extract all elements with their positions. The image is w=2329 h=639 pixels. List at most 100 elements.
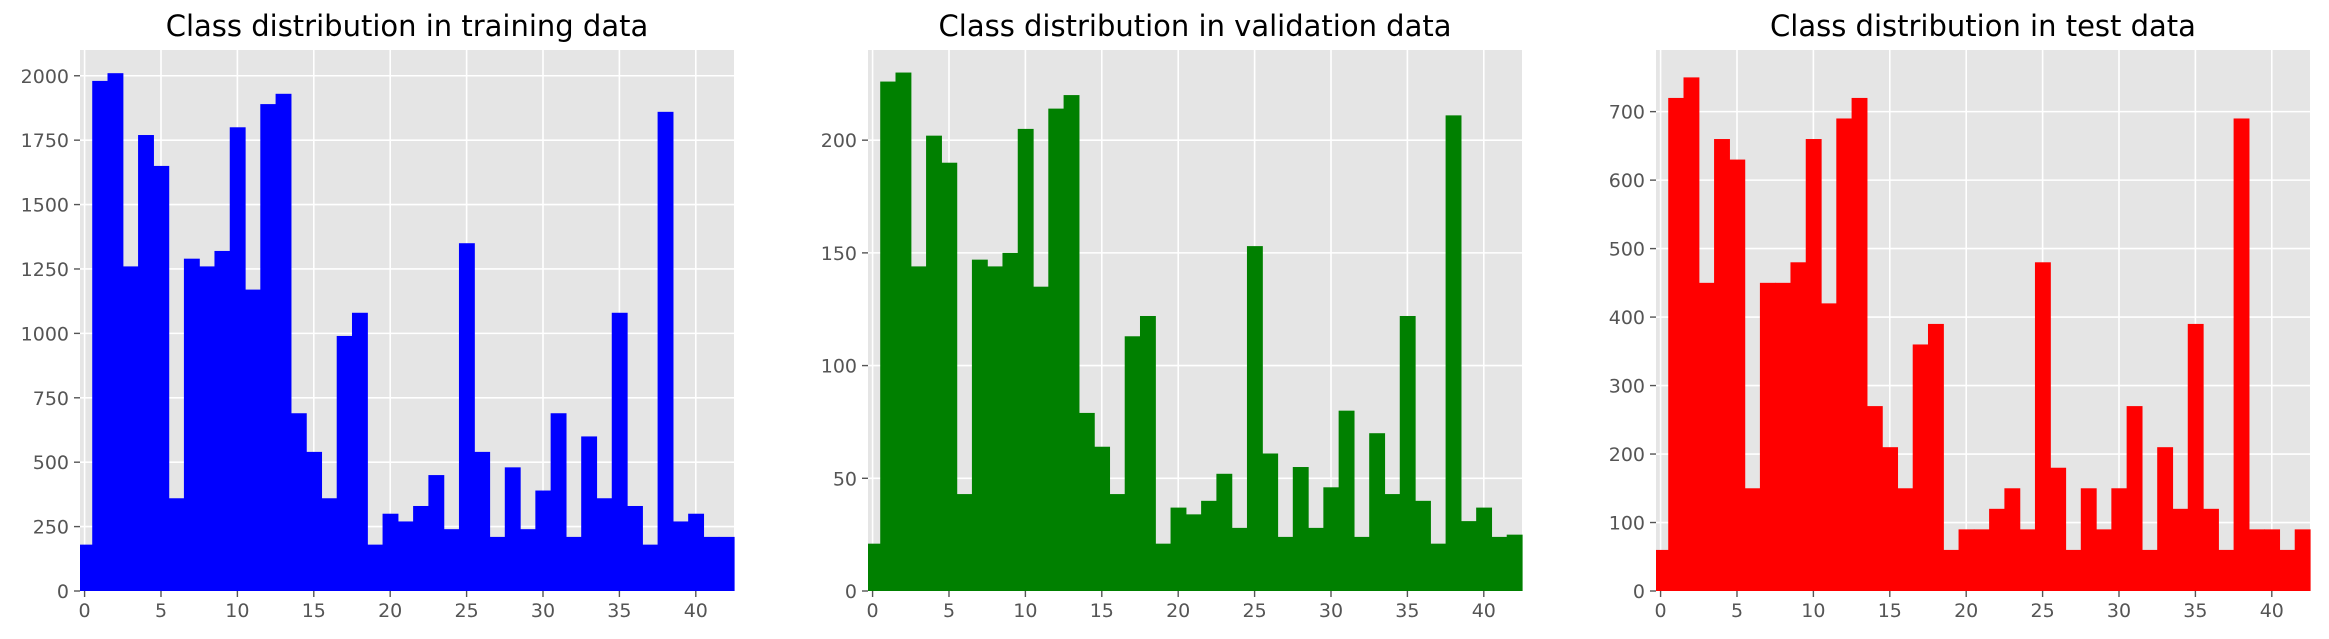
- test-bar: [2004, 488, 2021, 591]
- test-bar: [1744, 488, 1761, 591]
- validation-histogram: 0 5 10 15 20 25 30 35 40 0 50 100 150 200 Class distri…: [821, 9, 1523, 622]
- test-y-tick-label: 100: [1609, 513, 1645, 535]
- test-x-tick-label: 20: [1954, 600, 1978, 622]
- test-chart-title: Class distribution in test data: [1770, 9, 2196, 43]
- training-bar: [214, 250, 231, 591]
- validation-bar: [987, 266, 1004, 591]
- validation-bar: [1506, 534, 1523, 591]
- training-bar: [336, 335, 353, 591]
- test-bar: [2080, 488, 2097, 591]
- validation-bar: [1170, 507, 1187, 591]
- validation-bar: [1109, 494, 1126, 591]
- validation-bar: [1476, 507, 1493, 591]
- test-bar: [1851, 97, 1868, 591]
- test-bar: [2187, 323, 2204, 591]
- training-bar: [229, 127, 246, 592]
- training-bar: [168, 498, 185, 591]
- test-bar: [1836, 118, 1853, 591]
- validation-x-tick-label: 35: [1395, 600, 1419, 622]
- validation-bar: [1460, 521, 1477, 591]
- validation-bar: [1277, 536, 1294, 591]
- test-bar: [2233, 118, 2250, 591]
- training-bar: [458, 243, 475, 591]
- test-x-tick-label: 40: [2260, 600, 2284, 622]
- training-bar: [367, 544, 384, 591]
- validation-bar: [1292, 467, 1309, 591]
- training-bar: [443, 529, 460, 591]
- training-y-tick-label: 1750: [21, 130, 69, 152]
- validation-x-tick-label: 30: [1319, 600, 1343, 622]
- training-bar: [107, 73, 124, 591]
- validation-bar: [1231, 527, 1248, 591]
- test-y-tick-label: 200: [1609, 444, 1645, 466]
- training-bar: [92, 80, 109, 592]
- training-bar: [642, 544, 659, 591]
- training-chart-title: Class distribution in training data: [166, 9, 649, 43]
- validation-bar: [1384, 494, 1401, 591]
- test-bar: [2111, 488, 2128, 591]
- validation-bar: [1139, 315, 1156, 591]
- training-bar: [413, 505, 429, 591]
- validation-bar: [971, 259, 988, 591]
- validation-bar: [1445, 115, 1462, 591]
- validation-bar: [1415, 500, 1431, 591]
- training-x-tick-label: 10: [225, 600, 249, 622]
- training-bar: [351, 312, 368, 591]
- training-bar: [382, 513, 399, 591]
- training-x-tick-label: 0: [79, 600, 91, 622]
- training-bar: [535, 490, 552, 591]
- validation-bar: [1369, 433, 1386, 591]
- validation-bar: [895, 72, 912, 591]
- training-y-tick-label: 2000: [21, 66, 69, 88]
- test-bar: [1866, 406, 1883, 591]
- test-y-tick-label: 0: [1633, 581, 1645, 603]
- training-bar: [703, 536, 720, 591]
- validation-bar: [868, 543, 881, 591]
- training-bar: [290, 413, 307, 591]
- training-bar: [672, 521, 689, 591]
- validation-bar: [1262, 453, 1279, 591]
- test-x-tick-label: 30: [2107, 600, 2131, 622]
- training-bar: [138, 135, 154, 591]
- validation-bar: [1491, 536, 1508, 591]
- test-bar: [2203, 508, 2219, 591]
- training-x-tick-label: 30: [531, 600, 555, 622]
- training-bar: [565, 536, 582, 591]
- test-x-tick-label: 5: [1731, 600, 1743, 622]
- test-bar: [1656, 549, 1669, 591]
- test-bar: [1882, 447, 1899, 591]
- test-y-tick-label: 600: [1609, 170, 1645, 192]
- validation-bar: [1063, 95, 1080, 591]
- training-bar: [596, 498, 613, 591]
- validation-bar: [1033, 286, 1049, 591]
- validation-y-tick-label: 200: [821, 130, 857, 152]
- validation-bar: [910, 266, 927, 591]
- training-x-tick-label: 5: [155, 600, 167, 622]
- validation-bar: [1246, 246, 1263, 592]
- test-bar: [1897, 488, 1914, 591]
- training-x-tick-label: 35: [607, 600, 631, 622]
- validation-bar: [1048, 108, 1065, 591]
- training-x-tick-label: 20: [378, 600, 402, 622]
- validation-y-tick-label: 0: [845, 581, 857, 603]
- validation-bar: [926, 135, 942, 592]
- validation-x-tick-label: 25: [1242, 600, 1266, 622]
- training-y-tick-label: 750: [33, 388, 69, 410]
- test-histogram: 0 5 10 15 20 25 30 35 400100200300400500600700Cl…: [1609, 9, 2311, 622]
- test-bar: [1775, 282, 1792, 591]
- test-bar: [2050, 467, 2067, 591]
- validation-bar: [1155, 543, 1172, 591]
- training-x-tick-label: 40: [684, 600, 708, 622]
- validation-bar: [1323, 487, 1340, 591]
- test-bar: [1989, 508, 2005, 591]
- test-bar: [1958, 529, 1975, 591]
- training-bar: [627, 505, 643, 591]
- training-y-tick-label: 1000: [21, 323, 69, 345]
- training-bar: [581, 436, 598, 591]
- test-bar: [2019, 529, 2036, 591]
- validation-bar: [1338, 410, 1355, 591]
- test-bar: [2218, 549, 2235, 591]
- test-bar: [1759, 282, 1776, 591]
- validation-x-tick-label: 5: [943, 600, 955, 622]
- validation-y-tick-label: 100: [821, 356, 857, 378]
